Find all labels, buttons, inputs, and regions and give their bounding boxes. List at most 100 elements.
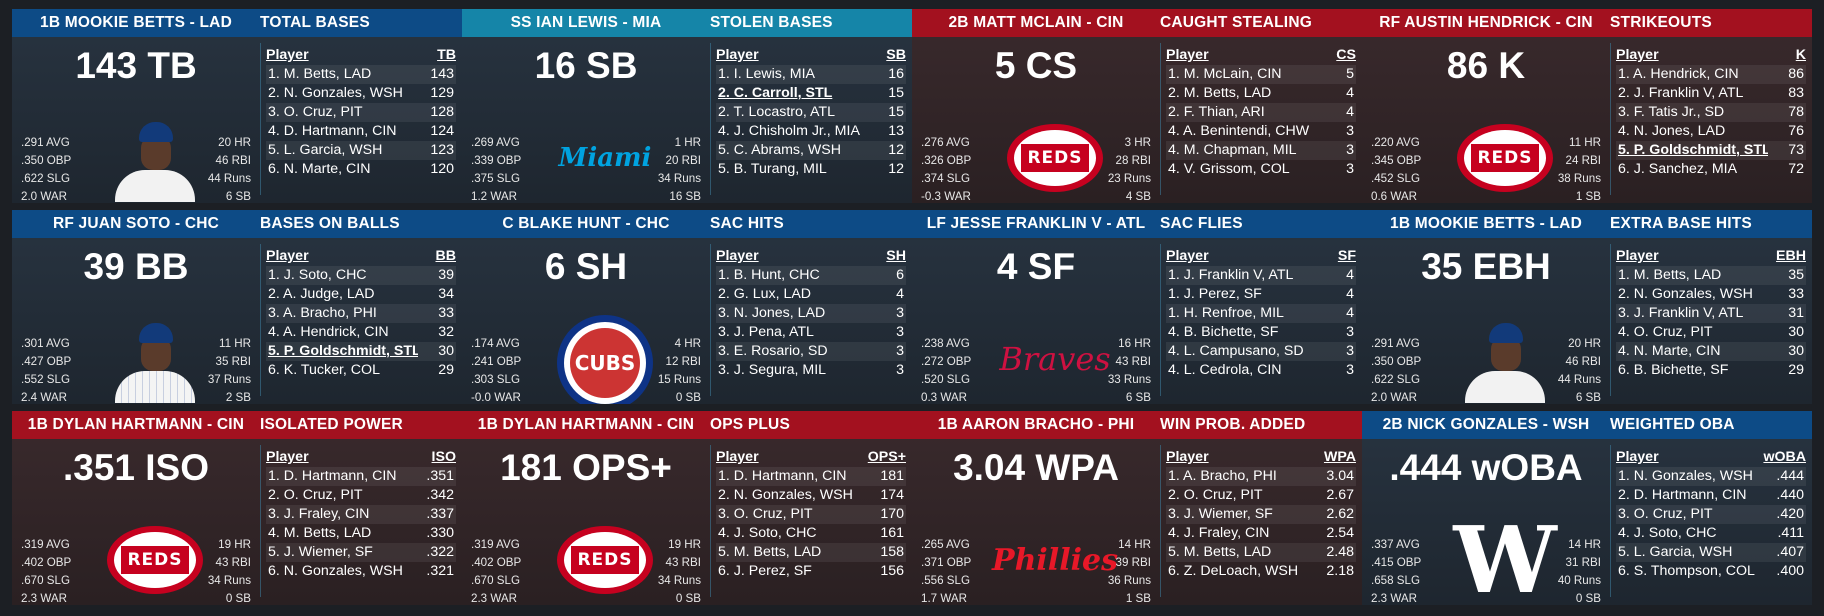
table-row[interactable]: 2. D. Hartmann, CIN .440	[1616, 486, 1806, 505]
leader-card[interactable]: RF JUAN SOTO - CHC BASES ON BALLS 39 BB …	[12, 210, 462, 404]
table-row[interactable]: 1. H. Renfroe, MIL 4	[1166, 304, 1356, 323]
table-row[interactable]: 2. N. Gonzales, WSH 129	[266, 84, 456, 103]
table-row[interactable]: 2. N. Gonzales, WSH 174	[716, 486, 906, 505]
table-row[interactable]: 1. N. Gonzales, WSH .444	[1616, 467, 1806, 486]
table-row[interactable]: 4. J. Soto, CHC 161	[716, 524, 906, 543]
table-row[interactable]: 4. B. Bichette, SF 3	[1166, 323, 1356, 342]
leader-card[interactable]: 2B MATT MCLAIN - CIN CAUGHT STEALING 5 C…	[912, 9, 1362, 203]
table-row[interactable]: 1. J. Soto, CHC 39	[266, 266, 456, 285]
player-panel: 5 CS .276 AVG .326 OBP .374 SLG -0.3 WAR RE…	[912, 37, 1160, 203]
table-row[interactable]: 5. L. Garcia, WSH 123	[266, 141, 456, 160]
table-row[interactable]: 6. N. Marte, CIN 120	[266, 160, 456, 179]
table-row[interactable]: 3. J. Wiemer, SF 2.62	[1166, 505, 1356, 524]
leader-card[interactable]: LF JESSE FRANKLIN V - ATL SAC FLIES 4 SF…	[912, 210, 1362, 404]
table-row[interactable]: 3. A. Bracho, PHI 33	[266, 304, 456, 323]
table-row[interactable]: 1. I. Lewis, MIA 16	[716, 65, 906, 84]
table-row[interactable]: 5. C. Abrams, WSH 12	[716, 141, 906, 160]
table-row[interactable]: 6. B. Bichette, SF 29	[1616, 361, 1806, 380]
table-row[interactable]: 3. J. Franklin V, ATL 31	[1616, 304, 1806, 323]
table-row[interactable]: 1. M. McLain, CIN 5	[1166, 65, 1356, 84]
table-row[interactable]: 5. B. Turang, MIL 12	[716, 160, 906, 179]
table-row[interactable]: 1. D. Hartmann, CIN .351	[266, 467, 456, 486]
table-row[interactable]: 3. E. Rosario, SD 3	[716, 342, 906, 361]
row-player: 6. J. Perez, SF	[718, 563, 812, 579]
table-row[interactable]: 4. O. Cruz, PIT 30	[1616, 323, 1806, 342]
counting-stat: 0 SB	[675, 592, 701, 605]
table-row[interactable]: 6. K. Tucker, COL 29	[266, 361, 456, 380]
row-value: 73	[1788, 142, 1804, 158]
table-row[interactable]: 6. N. Gonzales, WSH .321	[266, 562, 456, 581]
counting-stats: 14 HR 31 RBI 40 Runs 0 SB	[1558, 536, 1601, 605]
table-row[interactable]: 3. J. Fraley, CIN .337	[266, 505, 456, 524]
table-row[interactable]: 1. M. Betts, LAD 143	[266, 65, 456, 84]
table-row[interactable]: 1. D. Hartmann, CIN 181	[716, 467, 906, 486]
table-row[interactable]: 5. J. Wiemer, SF .322	[266, 543, 456, 562]
leader-card[interactable]: 1B DYLAN HARTMANN - CIN OPS PLUS 181 OPS…	[462, 411, 912, 605]
rate-stat: .371 OBP	[921, 556, 972, 569]
team-logo	[105, 114, 205, 202]
table-row[interactable]: 3. F. Tatis Jr., SD 78	[1616, 103, 1806, 122]
table-row[interactable]: 1. M. Betts, LAD 35	[1616, 266, 1806, 285]
table-row[interactable]: 4. M. Betts, LAD .330	[266, 524, 456, 543]
rate-stat: .265 AVG	[921, 538, 970, 551]
player-name: SS IAN LEWIS - MIA	[510, 14, 662, 31]
leader-card[interactable]: 1B AARON BRACHO - PHI WIN PROB. ADDED 3.…	[912, 411, 1362, 605]
table-row[interactable]: 5. P. Goldschmidt, STL 30	[266, 342, 456, 361]
table-row[interactable]: 1. A. Hendrick, CIN 86	[1616, 65, 1806, 84]
table-row[interactable]: 2. J. Franklin V, ATL 83	[1616, 84, 1806, 103]
table-row[interactable]: 6. J. Sanchez, MIA 72	[1616, 160, 1806, 179]
table-row[interactable]: 4. M. Chapman, MIL 3	[1166, 141, 1356, 160]
table-row[interactable]: 3. O. Cruz, PIT .420	[1616, 505, 1806, 524]
leader-card[interactable]: 2B NICK GONZALES - WSH WEIGHTED OBA .444…	[1362, 411, 1812, 605]
table-header: Player SF	[1166, 246, 1356, 266]
table-row[interactable]: 3. O. Cruz, PIT 128	[266, 103, 456, 122]
table-row[interactable]: 4. D. Hartmann, CIN 124	[266, 122, 456, 141]
table-row[interactable]: 2. M. Betts, LAD 4	[1166, 84, 1356, 103]
table-row[interactable]: 2. T. Locastro, ATL 15	[716, 103, 906, 122]
table-row[interactable]: 4. N. Marte, CIN 30	[1616, 342, 1806, 361]
stat-title: SAC HITS	[710, 215, 784, 232]
table-row[interactable]: 4. L. Cedrola, CIN 3	[1166, 361, 1356, 380]
table-row[interactable]: 2. F. Thian, ARI 4	[1166, 103, 1356, 122]
leader-card[interactable]: SS IAN LEWIS - MIA STOLEN BASES 16 SB .2…	[462, 9, 912, 203]
table-row[interactable]: 1. J. Franklin V, ATL 4	[1166, 266, 1356, 285]
table-row[interactable]: 1. A. Bracho, PHI 3.04	[1166, 467, 1356, 486]
table-row[interactable]: 2. A. Judge, LAD 34	[266, 285, 456, 304]
table-header: Player SB	[716, 45, 906, 65]
table-row[interactable]: 5. M. Betts, LAD 158	[716, 543, 906, 562]
table-row[interactable]: 2. N. Gonzales, WSH 33	[1616, 285, 1806, 304]
table-row[interactable]: 2. C. Carroll, STL 15	[716, 84, 906, 103]
table-row[interactable]: 4. A. Hendrick, CIN 32	[266, 323, 456, 342]
row-player: 3. E. Rosario, SD	[718, 343, 828, 359]
table-row[interactable]: 3. J. Pena, ATL 3	[716, 323, 906, 342]
table-row[interactable]: 6. Z. DeLoach, WSH 2.18	[1166, 562, 1356, 581]
table-row[interactable]: 2. O. Cruz, PIT .342	[266, 486, 456, 505]
table-row[interactable]: 4. L. Campusano, SD 3	[1166, 342, 1356, 361]
table-row[interactable]: 4. J. Fraley, CIN 2.54	[1166, 524, 1356, 543]
table-row[interactable]: 2. G. Lux, LAD 4	[716, 285, 906, 304]
table-row[interactable]: 6. S. Thompson, COL .400	[1616, 562, 1806, 581]
leader-card[interactable]: 1B DYLAN HARTMANN - CIN ISOLATED POWER .…	[12, 411, 462, 605]
row-player: 1. H. Renfroe, MIL	[1168, 305, 1284, 321]
table-row[interactable]: 3. J. Segura, MIL 3	[716, 361, 906, 380]
leader-card[interactable]: C BLAKE HUNT - CHC SAC HITS 6 SH .174 AV…	[462, 210, 912, 404]
table-row[interactable]: 4. J. Chisholm Jr., MIA 13	[716, 122, 906, 141]
leader-card[interactable]: RF AUSTIN HENDRICK - CIN STRIKEOUTS 86 K…	[1362, 9, 1812, 203]
row-value: 2.67	[1326, 487, 1354, 503]
table-row[interactable]: 2. O. Cruz, PIT 2.67	[1166, 486, 1356, 505]
counting-stat: 4 SB	[1125, 190, 1151, 203]
leader-card[interactable]: 1B MOOKIE BETTS - LAD EXTRA BASE HITS 35…	[1362, 210, 1812, 404]
table-row[interactable]: 3. O. Cruz, PIT 170	[716, 505, 906, 524]
table-row[interactable]: 4. N. Jones, LAD 76	[1616, 122, 1806, 141]
table-row[interactable]: 1. J. Perez, SF 4	[1166, 285, 1356, 304]
table-row[interactable]: 4. V. Grissom, COL 3	[1166, 160, 1356, 179]
table-row[interactable]: 6. J. Perez, SF 156	[716, 562, 906, 581]
table-row[interactable]: 5. M. Betts, LAD 2.48	[1166, 543, 1356, 562]
table-row[interactable]: 5. L. Garcia, WSH .407	[1616, 543, 1806, 562]
table-row[interactable]: 4. A. Benintendi, CHW 3	[1166, 122, 1356, 141]
table-row[interactable]: 1. B. Hunt, CHC 6	[716, 266, 906, 285]
leader-card[interactable]: 1B MOOKIE BETTS - LAD TOTAL BASES 143 TB…	[12, 9, 462, 203]
table-row[interactable]: 5. P. Goldschmidt, STL 73	[1616, 141, 1806, 160]
table-row[interactable]: 3. N. Jones, LAD 3	[716, 304, 906, 323]
table-row[interactable]: 4. J. Soto, CHC .411	[1616, 524, 1806, 543]
